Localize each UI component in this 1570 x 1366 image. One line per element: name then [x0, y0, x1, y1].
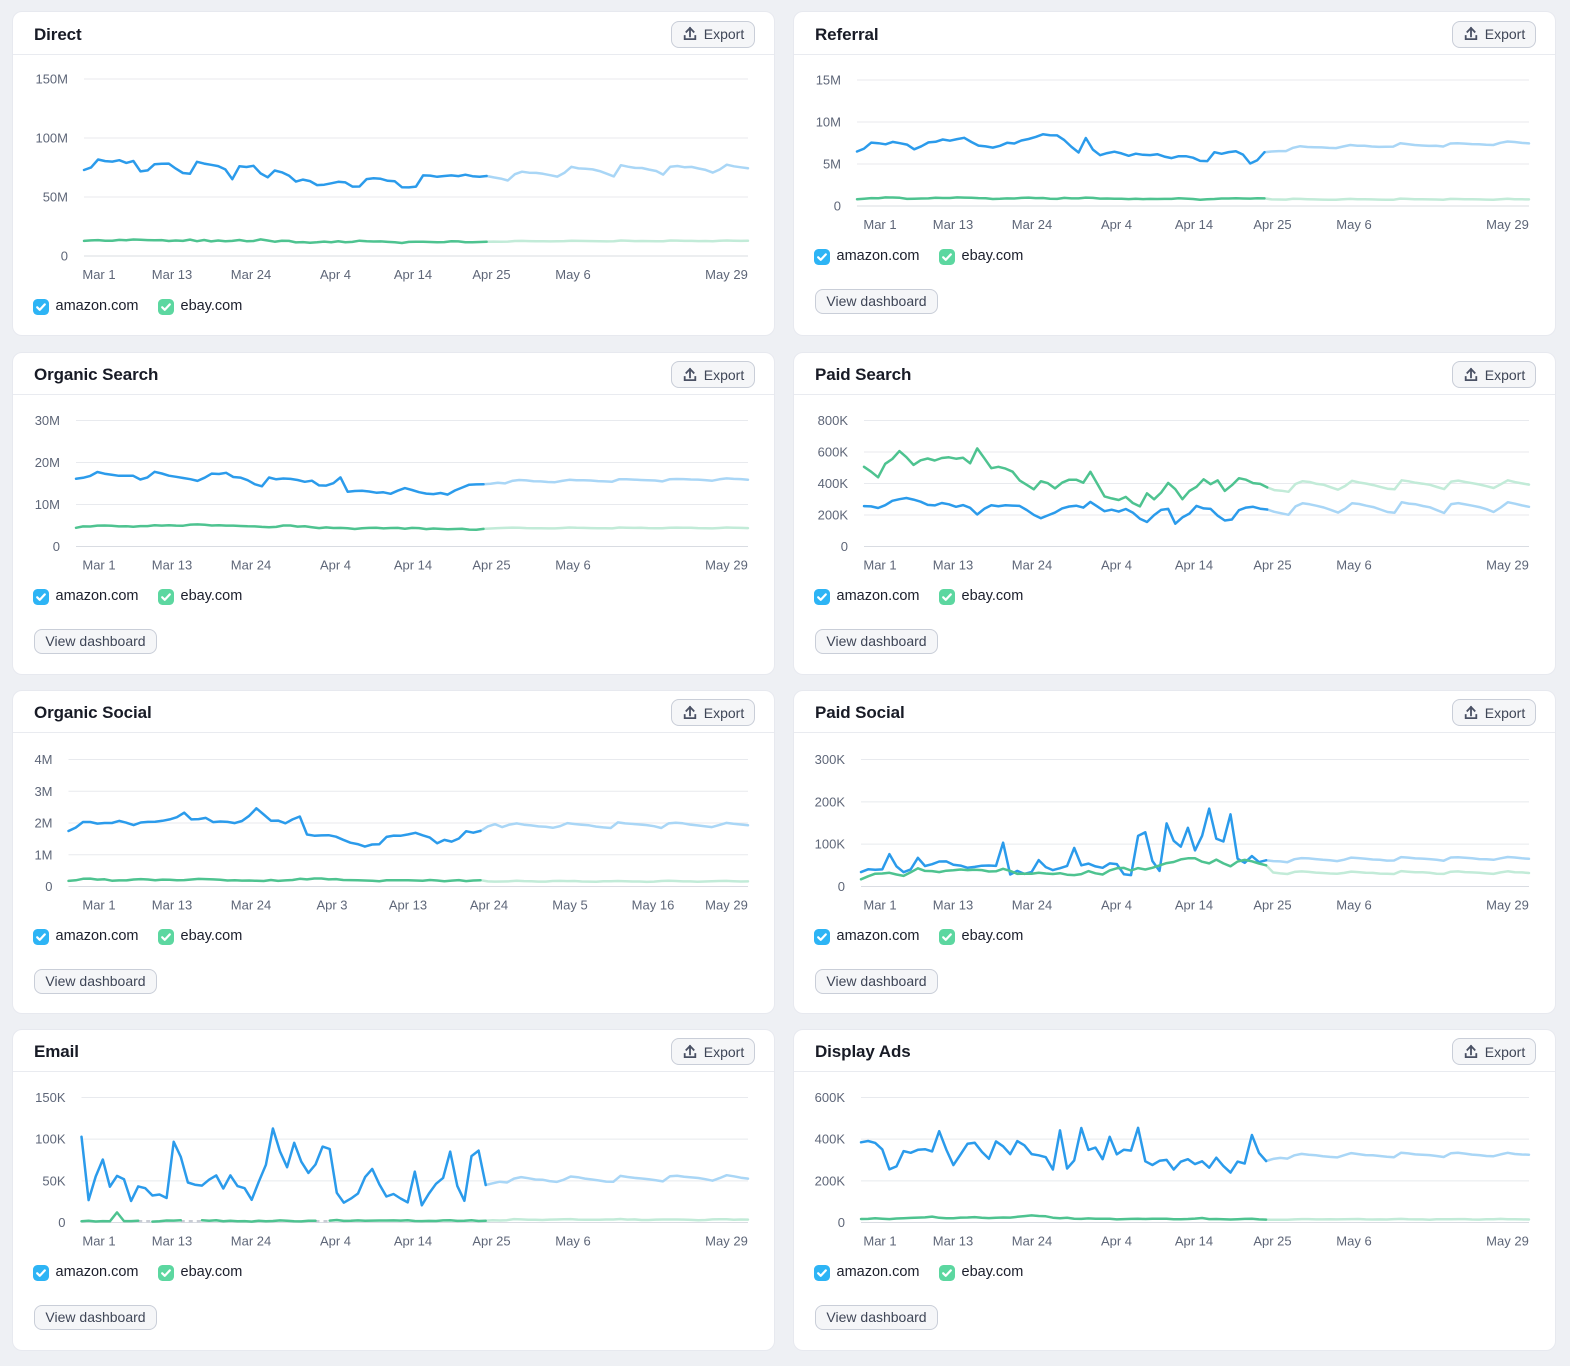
svg-text:Mar 13: Mar 13	[933, 897, 973, 912]
svg-text:20M: 20M	[35, 455, 60, 470]
svg-text:May 6: May 6	[555, 1233, 590, 1248]
svg-text:4M: 4M	[34, 752, 52, 767]
svg-text:Mar 1: Mar 1	[863, 1233, 896, 1248]
svg-text:200K: 200K	[818, 507, 849, 522]
svg-text:Mar 13: Mar 13	[152, 557, 192, 572]
svg-text:Mar 1: Mar 1	[82, 1233, 115, 1248]
svg-text:0: 0	[841, 539, 848, 554]
svg-text:Mar 1: Mar 1	[82, 557, 115, 572]
svg-text:0: 0	[53, 539, 60, 554]
svg-text:May 6: May 6	[1336, 557, 1371, 572]
svg-text:50M: 50M	[43, 190, 68, 205]
svg-text:Mar 13: Mar 13	[933, 557, 973, 572]
svg-text:Mar 24: Mar 24	[1012, 557, 1052, 572]
svg-text:May 5: May 5	[552, 897, 587, 912]
svg-text:Mar 13: Mar 13	[933, 217, 973, 232]
svg-text:15M: 15M	[816, 73, 841, 88]
svg-text:Apr 25: Apr 25	[472, 267, 510, 282]
svg-text:1M: 1M	[34, 847, 52, 862]
svg-text:30M: 30M	[35, 413, 60, 428]
svg-text:Apr 4: Apr 4	[1101, 897, 1132, 912]
svg-text:Apr 14: Apr 14	[1175, 217, 1213, 232]
svg-text:Apr 25: Apr 25	[1253, 557, 1291, 572]
svg-text:2M: 2M	[34, 815, 52, 830]
svg-text:May 6: May 6	[555, 267, 590, 282]
svg-text:Mar 13: Mar 13	[933, 1233, 973, 1248]
svg-text:Apr 14: Apr 14	[394, 1233, 432, 1248]
svg-text:10M: 10M	[816, 115, 841, 130]
svg-text:100K: 100K	[35, 1131, 66, 1146]
svg-text:Mar 1: Mar 1	[82, 897, 115, 912]
svg-text:Apr 13: Apr 13	[389, 897, 427, 912]
svg-text:May 29: May 29	[705, 1233, 748, 1248]
svg-text:May 29: May 29	[1486, 217, 1529, 232]
svg-text:Mar 1: Mar 1	[82, 267, 115, 282]
svg-text:800K: 800K	[818, 413, 849, 428]
svg-text:Apr 25: Apr 25	[472, 557, 510, 572]
svg-text:May 29: May 29	[705, 267, 748, 282]
svg-text:Apr 3: Apr 3	[316, 897, 347, 912]
svg-text:0: 0	[838, 879, 845, 894]
svg-text:150M: 150M	[35, 72, 68, 87]
svg-text:400K: 400K	[818, 476, 849, 491]
svg-text:Mar 13: Mar 13	[152, 267, 192, 282]
svg-text:Mar 24: Mar 24	[231, 1233, 271, 1248]
svg-text:May 6: May 6	[1336, 217, 1371, 232]
svg-text:May 6: May 6	[1336, 897, 1371, 912]
svg-text:Mar 13: Mar 13	[152, 897, 192, 912]
svg-text:May 29: May 29	[705, 557, 748, 572]
svg-text:Mar 1: Mar 1	[863, 557, 896, 572]
svg-text:100M: 100M	[35, 131, 68, 146]
svg-text:Apr 14: Apr 14	[394, 557, 432, 572]
svg-text:Apr 25: Apr 25	[1253, 1233, 1291, 1248]
svg-text:Apr 14: Apr 14	[1175, 557, 1213, 572]
svg-text:600K: 600K	[815, 1090, 846, 1105]
svg-text:Apr 25: Apr 25	[472, 1233, 510, 1248]
svg-text:Apr 4: Apr 4	[1101, 557, 1132, 572]
svg-text:Mar 13: Mar 13	[152, 1233, 192, 1248]
svg-text:May 6: May 6	[555, 557, 590, 572]
svg-text:Mar 1: Mar 1	[863, 217, 896, 232]
svg-text:Apr 4: Apr 4	[320, 267, 351, 282]
svg-text:150K: 150K	[35, 1090, 66, 1105]
svg-text:Apr 4: Apr 4	[320, 557, 351, 572]
svg-text:Apr 14: Apr 14	[394, 267, 432, 282]
svg-text:Apr 24: Apr 24	[470, 897, 508, 912]
svg-text:Mar 24: Mar 24	[1012, 1233, 1052, 1248]
svg-text:100K: 100K	[815, 836, 846, 851]
svg-text:Mar 1: Mar 1	[863, 897, 896, 912]
svg-text:Apr 4: Apr 4	[1101, 217, 1132, 232]
svg-text:Mar 24: Mar 24	[1012, 897, 1052, 912]
svg-text:May 16: May 16	[632, 897, 675, 912]
svg-text:Mar 24: Mar 24	[231, 557, 271, 572]
svg-text:Apr 14: Apr 14	[1175, 897, 1213, 912]
svg-text:600K: 600K	[818, 444, 849, 459]
svg-text:50K: 50K	[42, 1173, 65, 1188]
svg-text:May 29: May 29	[1486, 1233, 1529, 1248]
svg-text:Mar 24: Mar 24	[231, 897, 271, 912]
svg-text:Apr 25: Apr 25	[1253, 217, 1291, 232]
svg-text:Apr 25: Apr 25	[1253, 897, 1291, 912]
svg-text:Mar 24: Mar 24	[231, 267, 271, 282]
svg-text:300K: 300K	[815, 752, 846, 767]
svg-text:0: 0	[61, 249, 68, 264]
svg-text:5M: 5M	[823, 157, 841, 172]
svg-text:0: 0	[58, 1215, 65, 1230]
svg-text:May 29: May 29	[1486, 897, 1529, 912]
svg-text:Apr 4: Apr 4	[320, 1233, 351, 1248]
svg-text:0: 0	[834, 199, 841, 214]
svg-text:200K: 200K	[815, 794, 846, 809]
svg-text:400K: 400K	[815, 1131, 846, 1146]
svg-text:Apr 14: Apr 14	[1175, 1233, 1213, 1248]
svg-text:May 29: May 29	[705, 897, 748, 912]
svg-text:200K: 200K	[815, 1173, 846, 1188]
svg-text:May 29: May 29	[1486, 557, 1529, 572]
svg-text:May 6: May 6	[1336, 1233, 1371, 1248]
svg-text:0: 0	[838, 1215, 845, 1230]
svg-text:10M: 10M	[35, 497, 60, 512]
svg-text:0: 0	[45, 879, 52, 894]
svg-text:3M: 3M	[34, 783, 52, 798]
svg-text:Mar 24: Mar 24	[1012, 217, 1052, 232]
svg-text:Apr 4: Apr 4	[1101, 1233, 1132, 1248]
